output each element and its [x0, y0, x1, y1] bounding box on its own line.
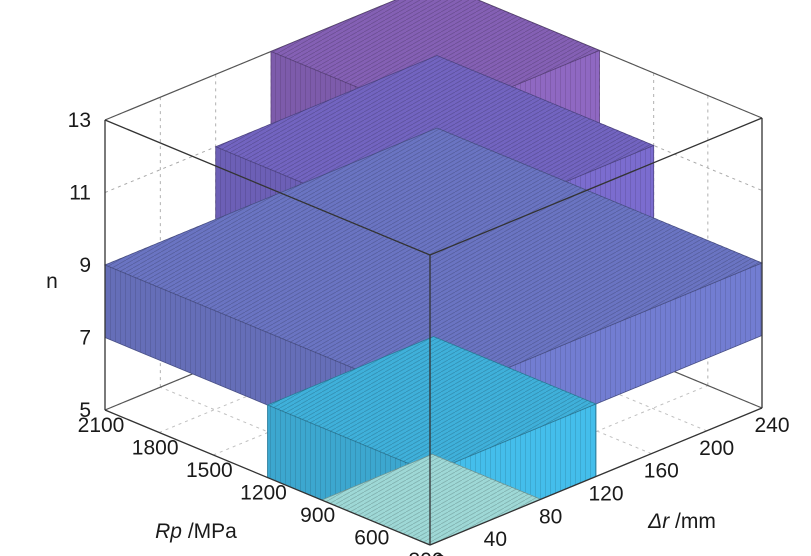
y-tick-label: 200 [699, 437, 734, 460]
z-tick-label: 7 [79, 327, 91, 350]
x-tick-label: 600 [354, 527, 389, 550]
x-axis-title: Rp /MPa [155, 520, 237, 543]
z-tick-label: 11 [69, 182, 91, 205]
y-tick-label: 0 [434, 551, 446, 556]
front-frame-edge [104, 119, 431, 256]
y-axis-title-symbol: Δr [647, 510, 670, 533]
front-frame-edge [429, 117, 763, 256]
x-tick-label: 1200 [240, 482, 287, 505]
tick-layer: 5 7 9 11 13 2100 1800 1500 1200 900 600 3000 40 80 120… [68, 109, 790, 556]
x-tick-label: 2100 [78, 414, 125, 437]
surface-top-hatch [267, 336, 596, 473]
y-tick-label: 80 [539, 505, 562, 528]
x-tick-label: 300 [408, 549, 443, 556]
y-axis-title-unit: /mm [669, 510, 716, 533]
z-tick-label: 5 [79, 399, 91, 422]
frame-layer [104, 117, 763, 546]
surface-top-hatch [105, 128, 762, 400]
y-tick-label: 120 [588, 483, 623, 506]
x-axis-title-unit: /MPa [182, 520, 237, 543]
y-tick-label: 240 [754, 414, 789, 437]
y-tick-label: 160 [644, 460, 679, 483]
x-tick-label: 900 [300, 504, 335, 527]
surface-layer [103, 0, 764, 546]
z-tick-label: 13 [68, 109, 91, 132]
y-axis-title: Δr /mm [647, 510, 716, 533]
x-axis-title-symbol: Rp [155, 520, 182, 543]
z-axis-title: n [46, 270, 58, 293]
x-tick-label: 1500 [186, 459, 233, 482]
front-frame-edge [429, 407, 763, 546]
front-frame-edge [104, 409, 431, 546]
x-tick-label: 1800 [132, 437, 179, 460]
y-tick-label: 40 [484, 528, 507, 551]
z-tick-label: 9 [79, 254, 91, 277]
